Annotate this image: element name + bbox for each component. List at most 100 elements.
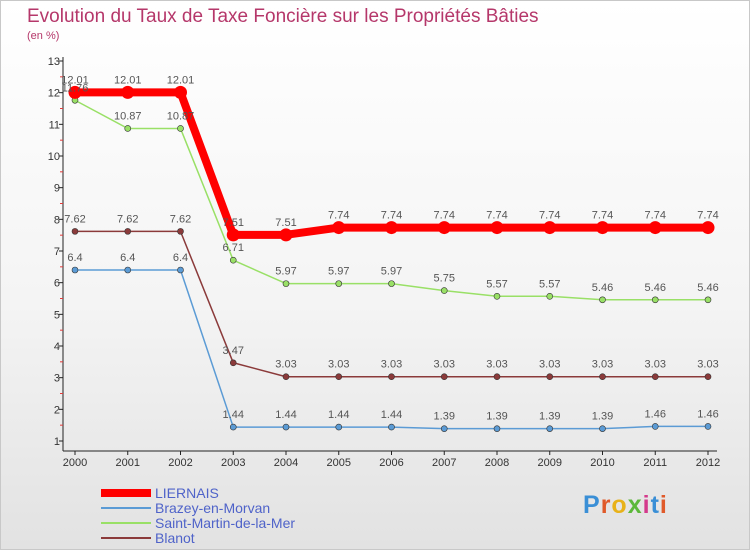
- y-tick-label: 11: [49, 119, 60, 131]
- data-point-liernais: [279, 228, 293, 242]
- data-point-saint-martin-de-la-mer: [704, 296, 712, 304]
- y-tick-label: 13: [48, 56, 60, 68]
- x-tick-label: 2008: [485, 457, 509, 469]
- data-label-liernais: 7.51: [275, 217, 296, 229]
- data-point-brazey-en-morvan: [388, 423, 395, 431]
- x-tick-label: 2001: [116, 457, 140, 469]
- data-point-blanot: [229, 359, 237, 367]
- data-point-liernais: [68, 85, 82, 99]
- series-line-brazey-en-morvan: [74, 269, 709, 430]
- x-tick-label: 2000: [63, 457, 87, 469]
- data-point-blanot: [440, 373, 448, 381]
- data-point-brazey-en-morvan: [546, 425, 554, 432]
- x-tick-label: 2004: [274, 457, 298, 469]
- data-label-saint-martin-de-la-mer: 5.97: [381, 266, 402, 278]
- legend-label-liernais: LIERNAIS: [155, 485, 219, 501]
- data-point-brazey-en-morvan: [493, 425, 501, 432]
- data-label-blanot: 3.03: [645, 359, 666, 371]
- legend-item-liernais: LIERNAIS: [101, 485, 219, 501]
- data-point-blanot: [177, 228, 184, 235]
- data-point-blanot: [599, 373, 606, 381]
- x-tick-label: 2006: [379, 457, 403, 469]
- data-point-blanot: [335, 373, 343, 381]
- data-label-saint-martin-de-la-mer: 6.71: [223, 242, 244, 254]
- data-point-brazey-en-morvan: [229, 423, 237, 431]
- y-tick-label: 12: [48, 88, 60, 100]
- data-label-liernais: 7.74: [592, 210, 613, 222]
- data-label-liernais: 7.74: [645, 210, 666, 222]
- data-label-brazey-en-morvan: 1.39: [486, 411, 507, 423]
- data-point-liernais: [596, 221, 609, 235]
- data-label-liernais: 7.74: [381, 210, 402, 222]
- legend-item-blanot: Blanot: [101, 530, 195, 546]
- data-label-brazey-en-morvan: 1.46: [645, 408, 666, 420]
- data-point-liernais: [385, 221, 398, 235]
- data-point-saint-martin-de-la-mer: [546, 292, 554, 300]
- data-point-brazey-en-morvan: [177, 266, 184, 274]
- data-point-liernais: [490, 221, 504, 235]
- data-point-saint-martin-de-la-mer: [335, 280, 343, 287]
- x-tick-label: 2010: [590, 457, 614, 469]
- data-point-brazey-en-morvan: [335, 423, 343, 431]
- data-label-saint-martin-de-la-mer: 5.46: [645, 282, 666, 294]
- data-point-brazey-en-morvan: [704, 423, 712, 430]
- legend-label-blanot: Blanot: [155, 530, 195, 546]
- data-point-blanot: [124, 228, 132, 235]
- data-label-brazey-en-morvan: 1.44: [275, 409, 296, 421]
- data-point-brazey-en-morvan: [440, 425, 448, 432]
- data-point-liernais: [437, 221, 451, 235]
- data-point-blanot: [546, 373, 554, 381]
- y-tick-label: 5: [54, 309, 60, 321]
- data-label-blanot: 3.03: [486, 359, 507, 371]
- x-tick-label: 2005: [327, 457, 351, 469]
- data-label-liernais: 7.74: [486, 210, 507, 222]
- data-point-brazey-en-morvan: [599, 425, 606, 432]
- data-label-liernais: 7.74: [697, 210, 718, 222]
- data-point-blanot: [282, 373, 290, 381]
- data-label-blanot: 7.62: [117, 213, 138, 225]
- y-tick-label: 1: [54, 436, 60, 448]
- data-point-saint-martin-de-la-mer: [440, 287, 448, 294]
- data-point-liernais: [174, 85, 187, 99]
- data-label-liernais: 12.01: [167, 74, 195, 86]
- y-tick-label: 3: [54, 373, 60, 385]
- y-tick-label: 2: [54, 404, 60, 416]
- data-point-blanot: [651, 373, 659, 381]
- y-tick-label: 4: [54, 341, 60, 353]
- x-tick-label: 2012: [696, 457, 720, 469]
- legend-swatch-blanot: [101, 537, 151, 539]
- data-label-blanot: 3.47: [223, 345, 244, 357]
- data-label-blanot: 7.62: [170, 213, 191, 225]
- data-point-saint-martin-de-la-mer: [493, 292, 501, 300]
- data-label-blanot: 3.03: [434, 359, 455, 371]
- data-point-saint-martin-de-la-mer: [388, 280, 395, 287]
- data-point-saint-martin-de-la-mer: [651, 296, 659, 304]
- data-point-saint-martin-de-la-mer: [282, 280, 290, 287]
- data-label-blanot: 3.03: [275, 359, 296, 371]
- legend-label-saint-martin-de-la-mer: Saint-Martin-de-la-Mer: [155, 515, 296, 531]
- data-label-saint-martin-de-la-mer: 5.75: [434, 273, 455, 285]
- x-tick-label: 2007: [432, 457, 456, 469]
- proxiti-logo: Proxiti: [583, 491, 668, 519]
- data-label-brazey-en-morvan: 1.46: [697, 408, 718, 420]
- data-label-saint-martin-de-la-mer: 11.76: [62, 82, 89, 94]
- data-label-saint-martin-de-la-mer: 10.87: [167, 110, 195, 122]
- data-point-liernais: [543, 221, 557, 235]
- data-label-blanot: 3.03: [328, 359, 349, 371]
- data-label-saint-martin-de-la-mer: 5.97: [275, 266, 296, 278]
- data-label-saint-martin-de-la-mer: 5.97: [328, 266, 349, 278]
- data-point-brazey-en-morvan: [651, 423, 659, 430]
- data-label-saint-martin-de-la-mer: 10.87: [114, 110, 142, 122]
- data-point-liernais: [226, 228, 240, 242]
- legend-swatch-saint-martin-de-la-mer: [101, 522, 151, 524]
- data-label-saint-martin-de-la-mer: 5.46: [697, 282, 718, 294]
- data-label-liernais: 12.01: [114, 74, 142, 86]
- data-label-liernais: 7.51: [223, 217, 244, 229]
- y-tick-label: 9: [54, 183, 60, 195]
- data-label-blanot: 3.03: [697, 359, 718, 371]
- data-point-blanot: [71, 228, 79, 235]
- data-label-brazey-en-morvan: 1.44: [381, 409, 402, 421]
- data-point-blanot: [388, 373, 395, 381]
